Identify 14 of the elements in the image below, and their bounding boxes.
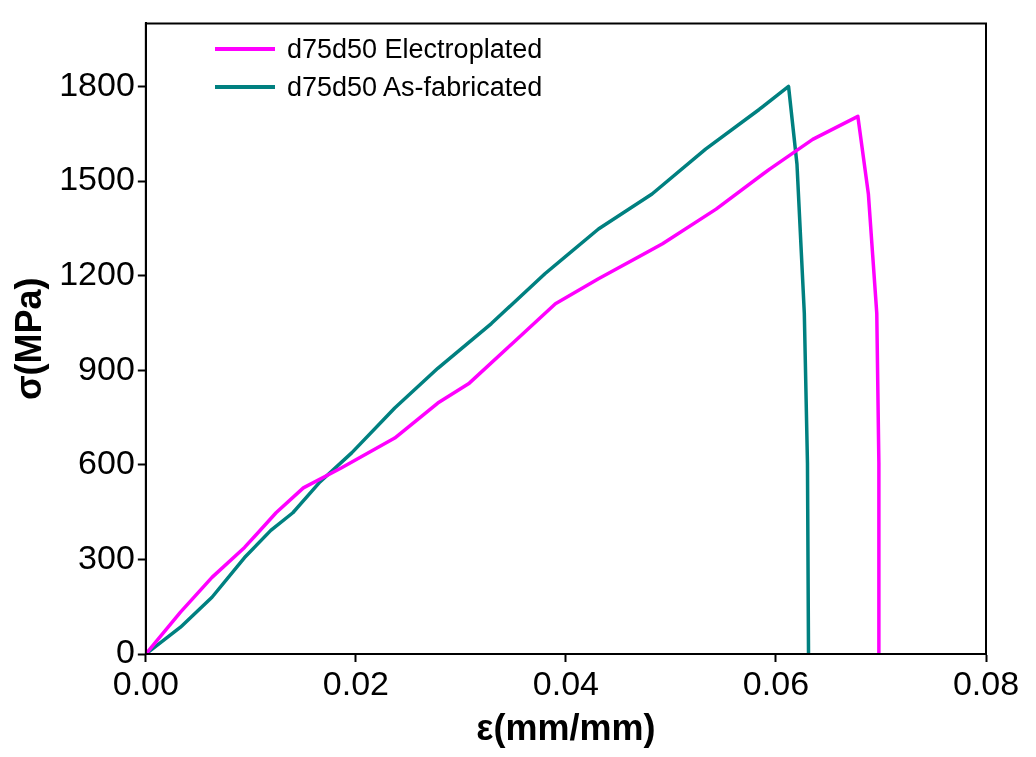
y-tick-label: 300	[78, 537, 135, 576]
y-tick-label: 1800	[59, 64, 135, 103]
legend-label: d75d50 As-fabricated	[287, 71, 543, 103]
y-tick-label: 600	[78, 443, 135, 482]
x-tick-label: 0.08	[952, 663, 1020, 702]
legend-label: d75d50 Electroplated	[287, 33, 543, 65]
x-axis-title: ε(mm/mm)	[476, 707, 656, 749]
y-tick-label: 1200	[59, 254, 135, 293]
x-tick-label: 0.06	[742, 663, 810, 702]
y-axis-title: σ(MPa)	[7, 277, 49, 401]
y-tick-label: 1500	[59, 159, 135, 198]
x-tick-label: 0.04	[532, 663, 600, 702]
y-tick-label: 900	[78, 348, 135, 387]
x-tick-label: 0.02	[322, 663, 389, 702]
